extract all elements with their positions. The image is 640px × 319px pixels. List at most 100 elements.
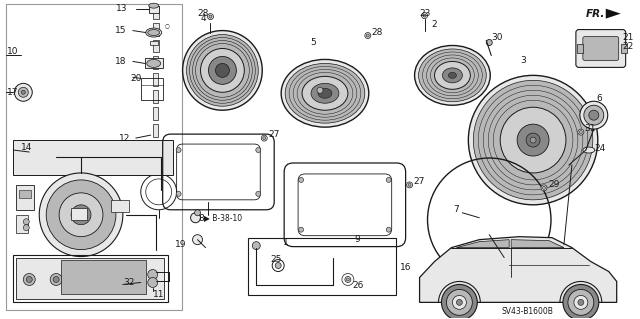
Bar	[6, 4, 182, 310]
Ellipse shape	[285, 63, 365, 123]
Circle shape	[366, 34, 369, 37]
Circle shape	[500, 107, 566, 173]
Circle shape	[26, 277, 32, 282]
Circle shape	[209, 56, 236, 84]
Circle shape	[50, 273, 62, 286]
Text: 25: 25	[270, 255, 282, 264]
Ellipse shape	[281, 59, 369, 127]
Circle shape	[23, 219, 29, 225]
Bar	[13, 255, 168, 302]
Bar	[145, 58, 163, 68]
Ellipse shape	[435, 62, 470, 89]
Text: 31: 31	[584, 124, 595, 133]
Bar	[153, 90, 158, 103]
FancyBboxPatch shape	[576, 30, 626, 67]
Circle shape	[191, 213, 200, 223]
Text: ▶ B-38-10: ▶ B-38-10	[204, 213, 242, 222]
Circle shape	[346, 278, 349, 281]
Bar	[154, 107, 158, 120]
Ellipse shape	[449, 72, 456, 78]
Circle shape	[474, 80, 593, 200]
Ellipse shape	[148, 30, 160, 35]
Circle shape	[23, 273, 35, 286]
Circle shape	[543, 186, 545, 189]
Circle shape	[563, 285, 599, 319]
Circle shape	[252, 241, 260, 249]
Circle shape	[261, 135, 268, 141]
Text: SV43-B1600B: SV43-B1600B	[501, 307, 553, 316]
Circle shape	[386, 177, 391, 182]
Circle shape	[468, 75, 598, 205]
Circle shape	[182, 31, 262, 110]
Circle shape	[193, 235, 202, 245]
Circle shape	[187, 34, 259, 106]
Text: 28: 28	[198, 9, 209, 18]
Text: 17: 17	[8, 88, 19, 97]
Circle shape	[23, 225, 29, 231]
Circle shape	[299, 177, 303, 182]
Polygon shape	[420, 237, 617, 302]
Bar	[141, 78, 163, 100]
Text: FR.: FR.	[586, 9, 605, 19]
Text: 4: 4	[201, 14, 207, 23]
Polygon shape	[456, 240, 509, 248]
Circle shape	[207, 14, 214, 19]
Text: 22: 22	[623, 42, 634, 51]
Ellipse shape	[419, 49, 486, 102]
Text: 26: 26	[352, 281, 364, 290]
Circle shape	[422, 13, 428, 19]
Polygon shape	[605, 9, 621, 19]
Ellipse shape	[146, 28, 162, 37]
Bar	[150, 41, 157, 46]
Text: 6: 6	[596, 94, 602, 103]
Circle shape	[275, 263, 281, 269]
Circle shape	[578, 129, 584, 135]
Circle shape	[14, 83, 32, 101]
Circle shape	[345, 277, 351, 282]
Circle shape	[200, 48, 244, 92]
Bar	[17, 257, 164, 300]
Text: 8: 8	[199, 214, 205, 223]
Text: 15: 15	[115, 26, 126, 35]
Circle shape	[365, 33, 371, 39]
Circle shape	[386, 227, 391, 232]
Text: 27: 27	[268, 130, 280, 139]
Circle shape	[423, 14, 426, 17]
Ellipse shape	[415, 46, 490, 105]
Ellipse shape	[148, 3, 159, 8]
Text: 18: 18	[115, 57, 126, 66]
Circle shape	[530, 137, 536, 143]
Circle shape	[148, 270, 157, 279]
Circle shape	[176, 191, 181, 196]
Circle shape	[447, 289, 472, 315]
Text: 32: 32	[123, 278, 134, 287]
Circle shape	[209, 15, 212, 18]
Bar	[111, 200, 129, 212]
Bar	[71, 208, 87, 220]
Circle shape	[195, 210, 200, 216]
Circle shape	[317, 87, 323, 93]
Circle shape	[574, 295, 588, 309]
Ellipse shape	[311, 83, 339, 103]
Circle shape	[46, 180, 116, 249]
Circle shape	[589, 110, 599, 120]
FancyBboxPatch shape	[583, 37, 619, 60]
Bar	[17, 185, 35, 210]
Circle shape	[408, 183, 411, 186]
Text: 9: 9	[355, 235, 360, 244]
Circle shape	[71, 205, 91, 225]
Polygon shape	[13, 140, 173, 175]
Circle shape	[456, 300, 462, 305]
Circle shape	[526, 133, 540, 147]
Ellipse shape	[442, 68, 462, 83]
Text: 21: 21	[623, 33, 634, 42]
Circle shape	[256, 191, 260, 196]
Circle shape	[568, 289, 594, 315]
Text: 24: 24	[595, 144, 606, 152]
Bar	[621, 43, 627, 54]
Bar	[154, 141, 158, 154]
Circle shape	[19, 87, 28, 97]
Bar	[153, 40, 159, 52]
Ellipse shape	[302, 76, 348, 110]
Text: 27: 27	[413, 177, 425, 186]
